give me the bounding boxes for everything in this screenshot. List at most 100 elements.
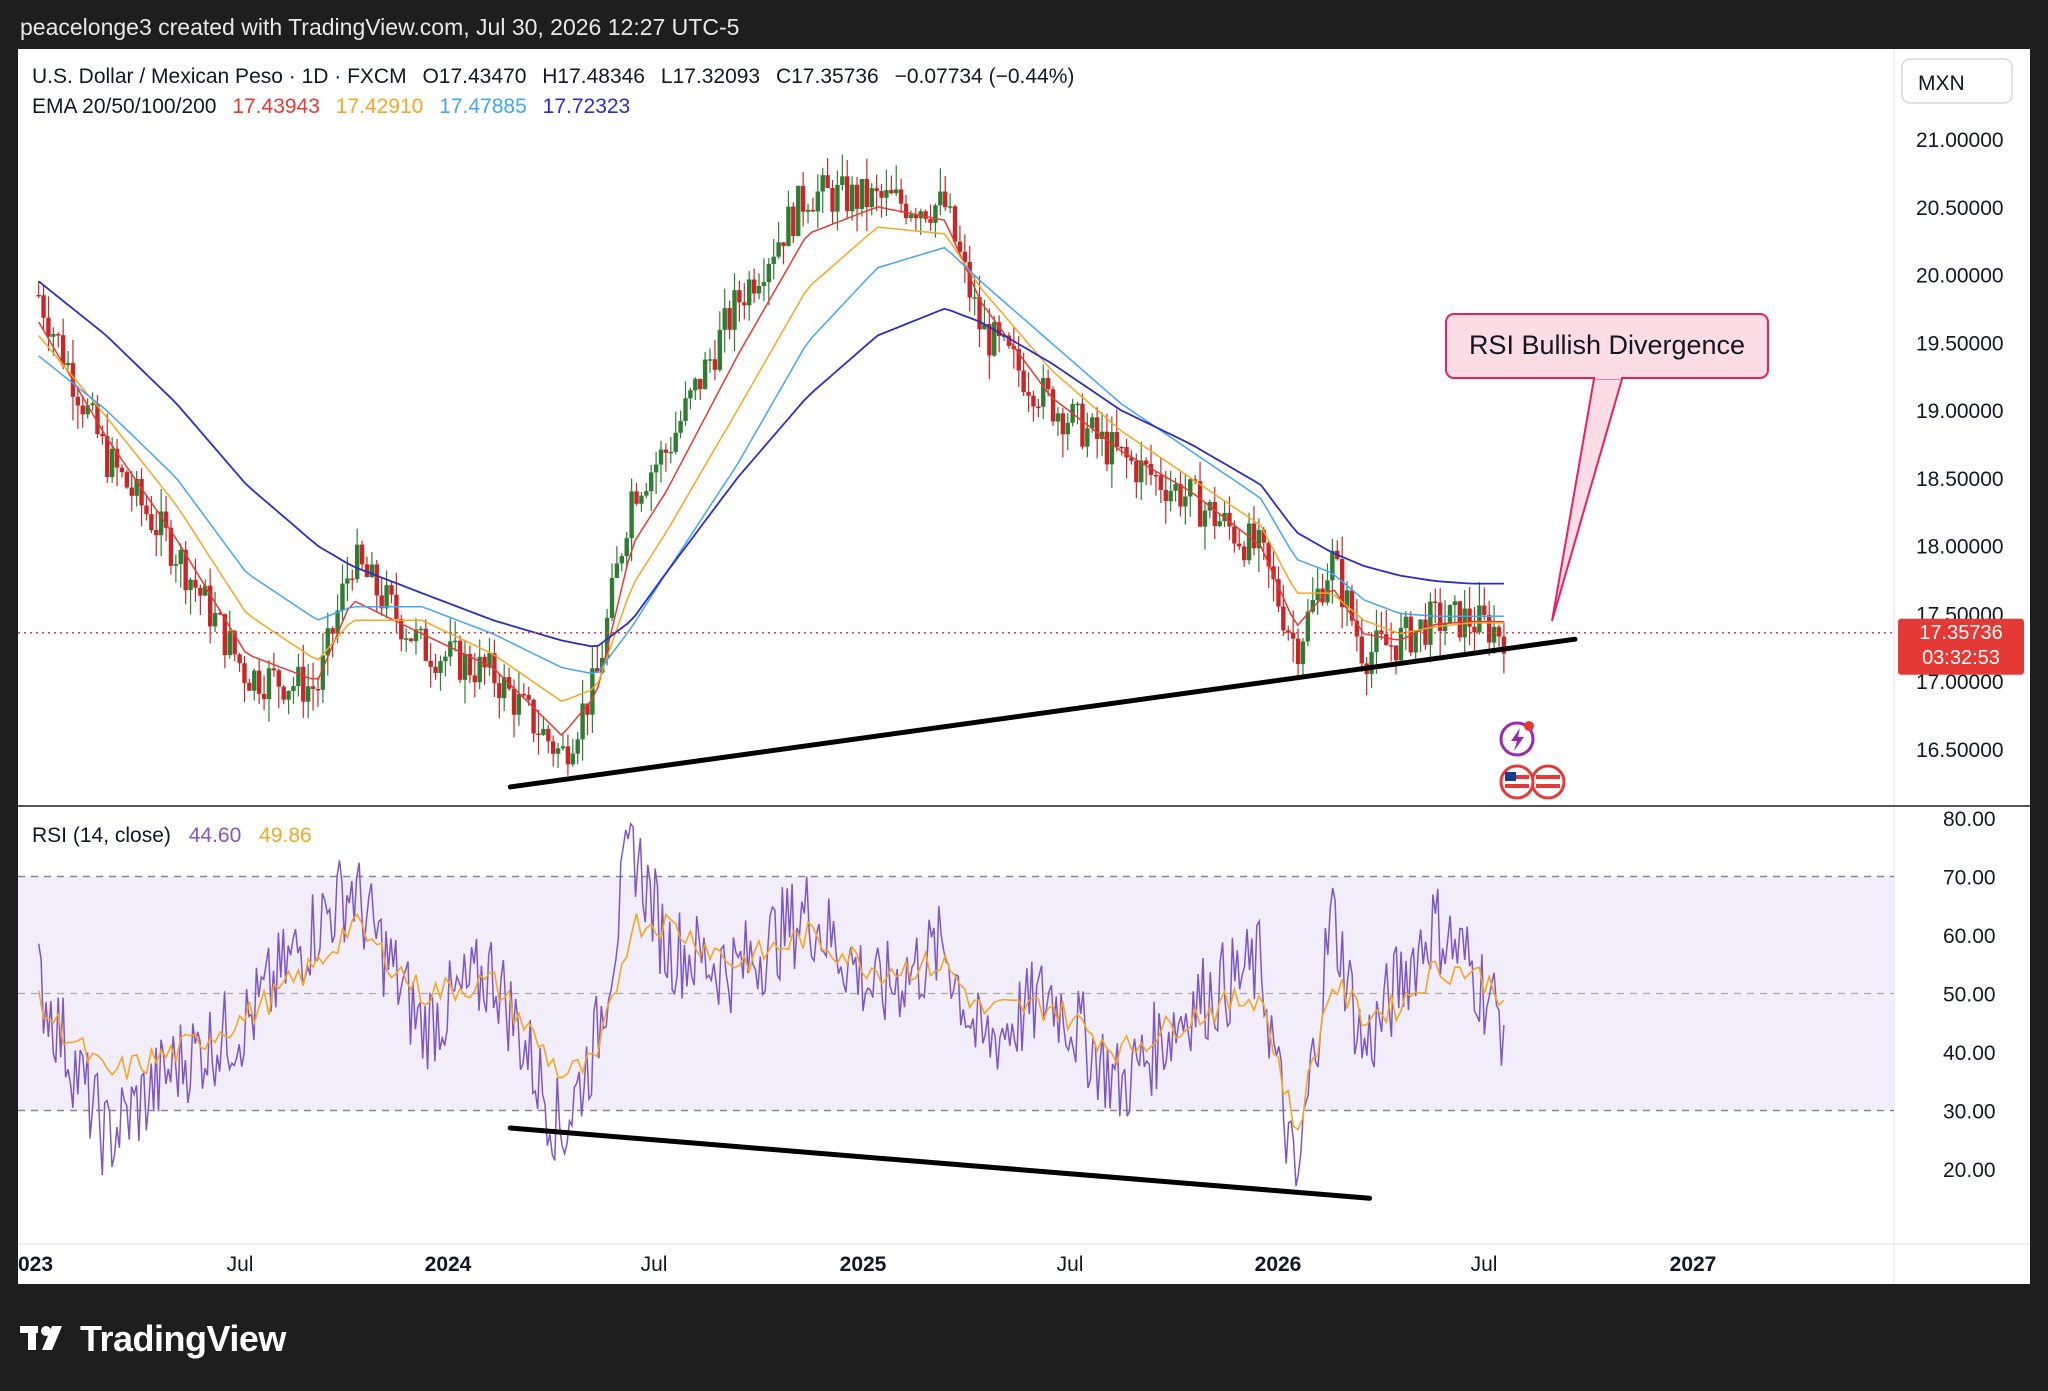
candle-body <box>237 654 242 664</box>
candle-body <box>771 256 776 264</box>
candle-body <box>521 693 526 696</box>
candle-body <box>149 514 154 531</box>
candle-body <box>516 693 522 715</box>
price-axis[interactable]: 21.00000 20.50000 20.00000 19.50000 19.00000… <box>1916 129 2004 762</box>
symbol-name: U.S. Dollar / Mexican Peso · 1D · FXCM <box>32 65 407 88</box>
candle-body <box>1261 529 1266 543</box>
candle-body <box>825 175 830 188</box>
candle-body <box>1491 626 1497 643</box>
candle-body <box>384 585 389 609</box>
candle-body <box>443 656 448 662</box>
candle-body <box>898 189 904 204</box>
candle-body <box>933 205 938 223</box>
open-label: O <box>422 65 438 88</box>
ema20-value: 17.43943 <box>232 95 320 118</box>
candle-body <box>913 214 919 219</box>
candle-body <box>1496 626 1502 637</box>
candle-body <box>1139 460 1144 483</box>
candle-body <box>1398 627 1404 661</box>
candle-body <box>1251 523 1257 549</box>
ema-legend[interactable]: EMA 20/50/100/200 17.43943 17.42910 17.4… <box>32 95 630 118</box>
rsi-ma-value: 49.86 <box>259 824 312 847</box>
candle-body <box>1026 392 1031 396</box>
events-icon-group[interactable] <box>1499 721 1566 800</box>
tradingview-logo[interactable]: TradingView <box>20 1318 286 1360</box>
currency-button[interactable] <box>1901 58 2013 104</box>
candle-body <box>85 405 90 415</box>
trendlines-layer[interactable] <box>507 636 1578 1201</box>
rsi-tick-label: 30.00 <box>1943 1101 1996 1124</box>
candle-body <box>1237 543 1242 547</box>
candle-body <box>903 203 909 219</box>
symbol-legend[interactable]: U.S. Dollar / Mexican Peso · 1D · FXCM O… <box>32 65 1074 88</box>
candle-body <box>1266 542 1271 567</box>
candle-body <box>1099 431 1105 439</box>
candle-body <box>845 176 850 212</box>
candle-body <box>639 495 644 504</box>
candle-body <box>683 398 688 421</box>
candle-body <box>320 655 326 690</box>
candle-body <box>212 612 218 627</box>
chart-area[interactable]: U.S. Dollar / Mexican Peso · 1D · FXCM O… <box>18 49 2030 1284</box>
publisher-bar: peacelonge3 created with TradingView.com… <box>0 0 2048 48</box>
rsi-legend[interactable]: RSI (14, close) 44.60 49.86 <box>32 824 312 847</box>
candle-body <box>1300 641 1306 665</box>
candle-body <box>56 334 61 336</box>
candle-body <box>805 209 811 212</box>
time-axis[interactable]: 023 Jul 2024 Jul 2025 Jul 2026 Jul 2027 <box>18 1253 1716 1276</box>
candle-body <box>256 670 262 694</box>
candle-body <box>796 185 801 236</box>
candle-body <box>119 467 125 473</box>
candle-body <box>590 668 595 715</box>
candle-body <box>1447 605 1453 624</box>
chart-svg[interactable]: U.S. Dollar / Mexican Peso · 1D · FXCM O… <box>18 49 2030 1284</box>
candle-body <box>1124 447 1129 458</box>
candle-body <box>1080 403 1085 447</box>
candle-body <box>938 191 943 206</box>
price-tick-label: 21.00000 <box>1916 129 2004 152</box>
candle-body <box>1442 623 1448 631</box>
candle-body <box>350 578 355 581</box>
candle-body <box>531 699 536 734</box>
candle-body <box>658 449 664 465</box>
candle-body <box>1418 619 1423 631</box>
candle-body <box>46 317 51 337</box>
candle-body <box>693 378 698 391</box>
candle-body <box>698 378 703 390</box>
candle-body <box>1486 614 1492 643</box>
candle-body <box>653 464 659 473</box>
candle-body <box>1271 566 1276 580</box>
candle-body <box>364 564 370 578</box>
flag-stripe <box>1536 775 1560 779</box>
candle-body <box>379 595 384 609</box>
time-tick-label: Jul <box>227 1253 254 1276</box>
annotation-callout[interactable]: RSI Bullish Divergence <box>1445 313 1769 622</box>
candle-body <box>227 631 232 656</box>
candle-body <box>722 308 727 330</box>
rsi-trendline[interactable] <box>507 1125 1373 1201</box>
candle-body <box>550 741 556 754</box>
candle-body <box>1188 479 1193 497</box>
candle-body <box>154 530 159 536</box>
rsi-lines-layer <box>37 822 1505 1187</box>
candle-body <box>604 617 610 658</box>
us-flag-icon[interactable] <box>1499 764 1535 800</box>
candle-body <box>830 187 835 212</box>
flag-canton <box>1505 772 1516 781</box>
candle-body <box>1413 630 1418 653</box>
price-trendline[interactable] <box>507 636 1578 790</box>
candle-body <box>952 206 958 242</box>
open-value: 17.43470 <box>439 65 527 88</box>
price-tick-label: 19.00000 <box>1916 400 2004 423</box>
candle-body <box>51 334 56 337</box>
candle-body <box>80 405 85 415</box>
rsi-axis[interactable]: 80.00 70.00 60.00 50.00 40.00 30.00 20.00 <box>1943 808 1996 1182</box>
rsi-tick-label: 50.00 <box>1943 984 1996 1007</box>
candle-body <box>105 436 110 478</box>
close-value: 17.35736 <box>791 65 879 88</box>
candle-body <box>992 322 997 356</box>
candle-body <box>207 585 213 627</box>
candle-body <box>565 746 571 765</box>
currency-label: MXN <box>1918 72 1965 95</box>
us-flag-icon-2[interactable] <box>1530 764 1566 800</box>
